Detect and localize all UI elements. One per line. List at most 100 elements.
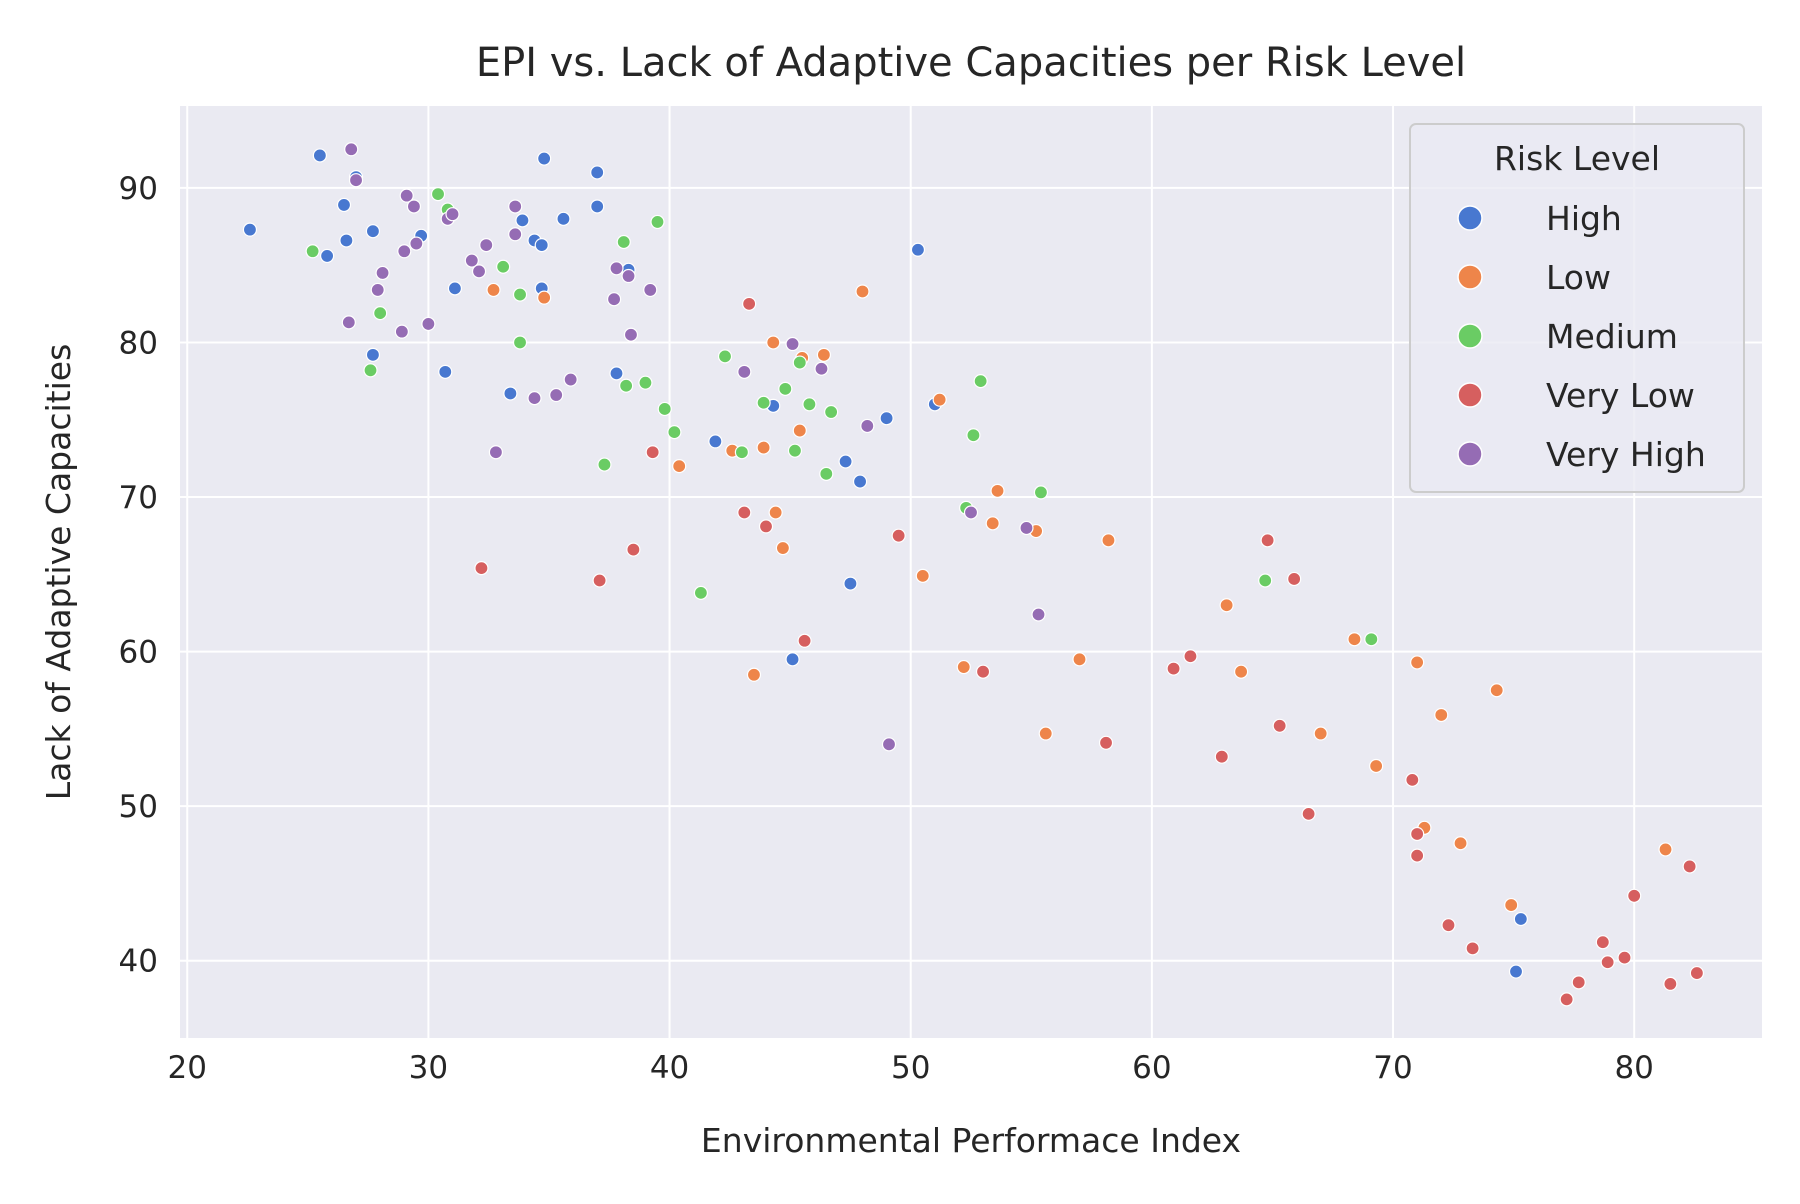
data-point-medium (778, 381, 793, 396)
legend-label-very-high: Very High (1546, 435, 1706, 474)
data-point-very-high (445, 207, 460, 222)
data-point-low (1219, 598, 1234, 613)
legend-marker-high (1457, 205, 1483, 231)
data-point-medium (619, 378, 634, 393)
data-point-low (1410, 655, 1425, 670)
data-point-low (1453, 836, 1468, 851)
gridlines (180, 106, 1762, 1038)
data-point-very-high (563, 372, 578, 387)
data-point-very-low (1405, 772, 1420, 787)
data-point-very-low (1098, 735, 1114, 750)
data-point-very-low (1571, 975, 1586, 990)
data-point-medium (496, 259, 511, 274)
data-point-very-high (881, 737, 897, 752)
data-point-high (838, 454, 853, 469)
data-point-low (1313, 726, 1328, 741)
data-point-very-low (1260, 533, 1275, 548)
data-point-very-low (645, 445, 660, 460)
data-point-low (766, 335, 781, 350)
data-point-very-low (1272, 718, 1287, 733)
data-point-very-high (1031, 607, 1046, 622)
data-point-low (792, 423, 807, 438)
chart-title: EPI vs. Lack of Adaptive Capacities per … (476, 40, 1466, 86)
data-point-very-high (621, 268, 636, 284)
data-point-low (775, 540, 790, 556)
data-point-very-high (527, 391, 542, 406)
data-point-medium (824, 404, 839, 420)
tick-labels: 20 30 40 50 60 70 80 40 50 60 70 80 90 (119, 171, 1654, 1086)
data-point-low (537, 290, 552, 305)
data-point-medium (1364, 632, 1379, 647)
data-point-medium (430, 186, 446, 202)
legend-marker-very-low (1457, 382, 1483, 408)
data-point-medium (717, 349, 733, 364)
data-point-medium (756, 395, 771, 410)
data-point-very-low (1287, 571, 1302, 587)
data-point-low (1101, 533, 1116, 548)
data-point-low (990, 483, 1005, 498)
legend-label-very-low: Very Low (1546, 376, 1695, 415)
data-point-very-high (1019, 520, 1034, 536)
data-point-very-low (758, 519, 774, 534)
data-point-low (746, 667, 762, 682)
data-point-very-high (471, 264, 487, 279)
data-point-low (1489, 683, 1504, 698)
data-point-high (843, 576, 858, 591)
data-point-very-low (1627, 888, 1642, 903)
data-point-very-high (409, 236, 424, 251)
legend-label-high: High (1546, 199, 1622, 238)
data-point-very-low (1410, 826, 1425, 842)
data-point-medium (638, 375, 653, 390)
data-points (242, 142, 1704, 1007)
data-point-high (447, 281, 463, 296)
data-point-very-high (814, 361, 829, 376)
data-point-medium (667, 425, 682, 440)
data-point-medium (734, 445, 749, 460)
data-point-very-high (643, 282, 658, 298)
data-point-low (855, 284, 870, 299)
data-point-medium (512, 287, 528, 302)
data-point-very-high (464, 253, 479, 268)
data-point-very-high (609, 261, 624, 276)
y-tick-label: 40 (119, 944, 158, 980)
data-point-high (537, 151, 552, 166)
data-point-medium (657, 401, 672, 417)
data-point-very-high (375, 265, 390, 281)
data-point-very-low (1301, 806, 1316, 821)
y-tick-label: 60 (119, 635, 158, 671)
data-point-medium (1033, 485, 1049, 500)
data-point-very-low (975, 664, 991, 679)
data-point-very-low (797, 633, 812, 648)
data-point-very-low (1183, 649, 1198, 664)
y-tick-label: 80 (119, 325, 158, 361)
legend-label-medium: Medium (1546, 317, 1678, 356)
data-point-medium (819, 466, 834, 481)
data-point-low (1038, 726, 1053, 741)
data-point-low (1658, 842, 1673, 857)
data-point-medium (597, 457, 612, 472)
data-point-very-low (626, 542, 641, 557)
data-point-very-high (508, 227, 523, 242)
data-point-very-low (1441, 918, 1456, 933)
data-point-high (852, 474, 868, 489)
x-tick-label: 20 (168, 1050, 207, 1086)
data-point-high (590, 165, 605, 180)
x-tick-label: 80 (1614, 1050, 1653, 1086)
data-point-very-low (1559, 992, 1574, 1007)
y-tick-label: 90 (119, 171, 158, 207)
data-point-low (1504, 897, 1519, 913)
data-point-high (242, 222, 258, 237)
data-point-medium (966, 428, 981, 443)
data-point-low (816, 347, 831, 362)
data-point-very-low (742, 296, 757, 311)
data-point-very-high (421, 316, 436, 332)
data-point-high (590, 199, 605, 214)
data-point-high (609, 366, 624, 381)
data-point-very-high (479, 238, 494, 253)
data-point-high (910, 242, 926, 257)
data-point-medium (305, 244, 320, 259)
data-point-high (515, 213, 530, 228)
data-point-high (534, 238, 549, 253)
data-point-very-high (370, 282, 385, 298)
